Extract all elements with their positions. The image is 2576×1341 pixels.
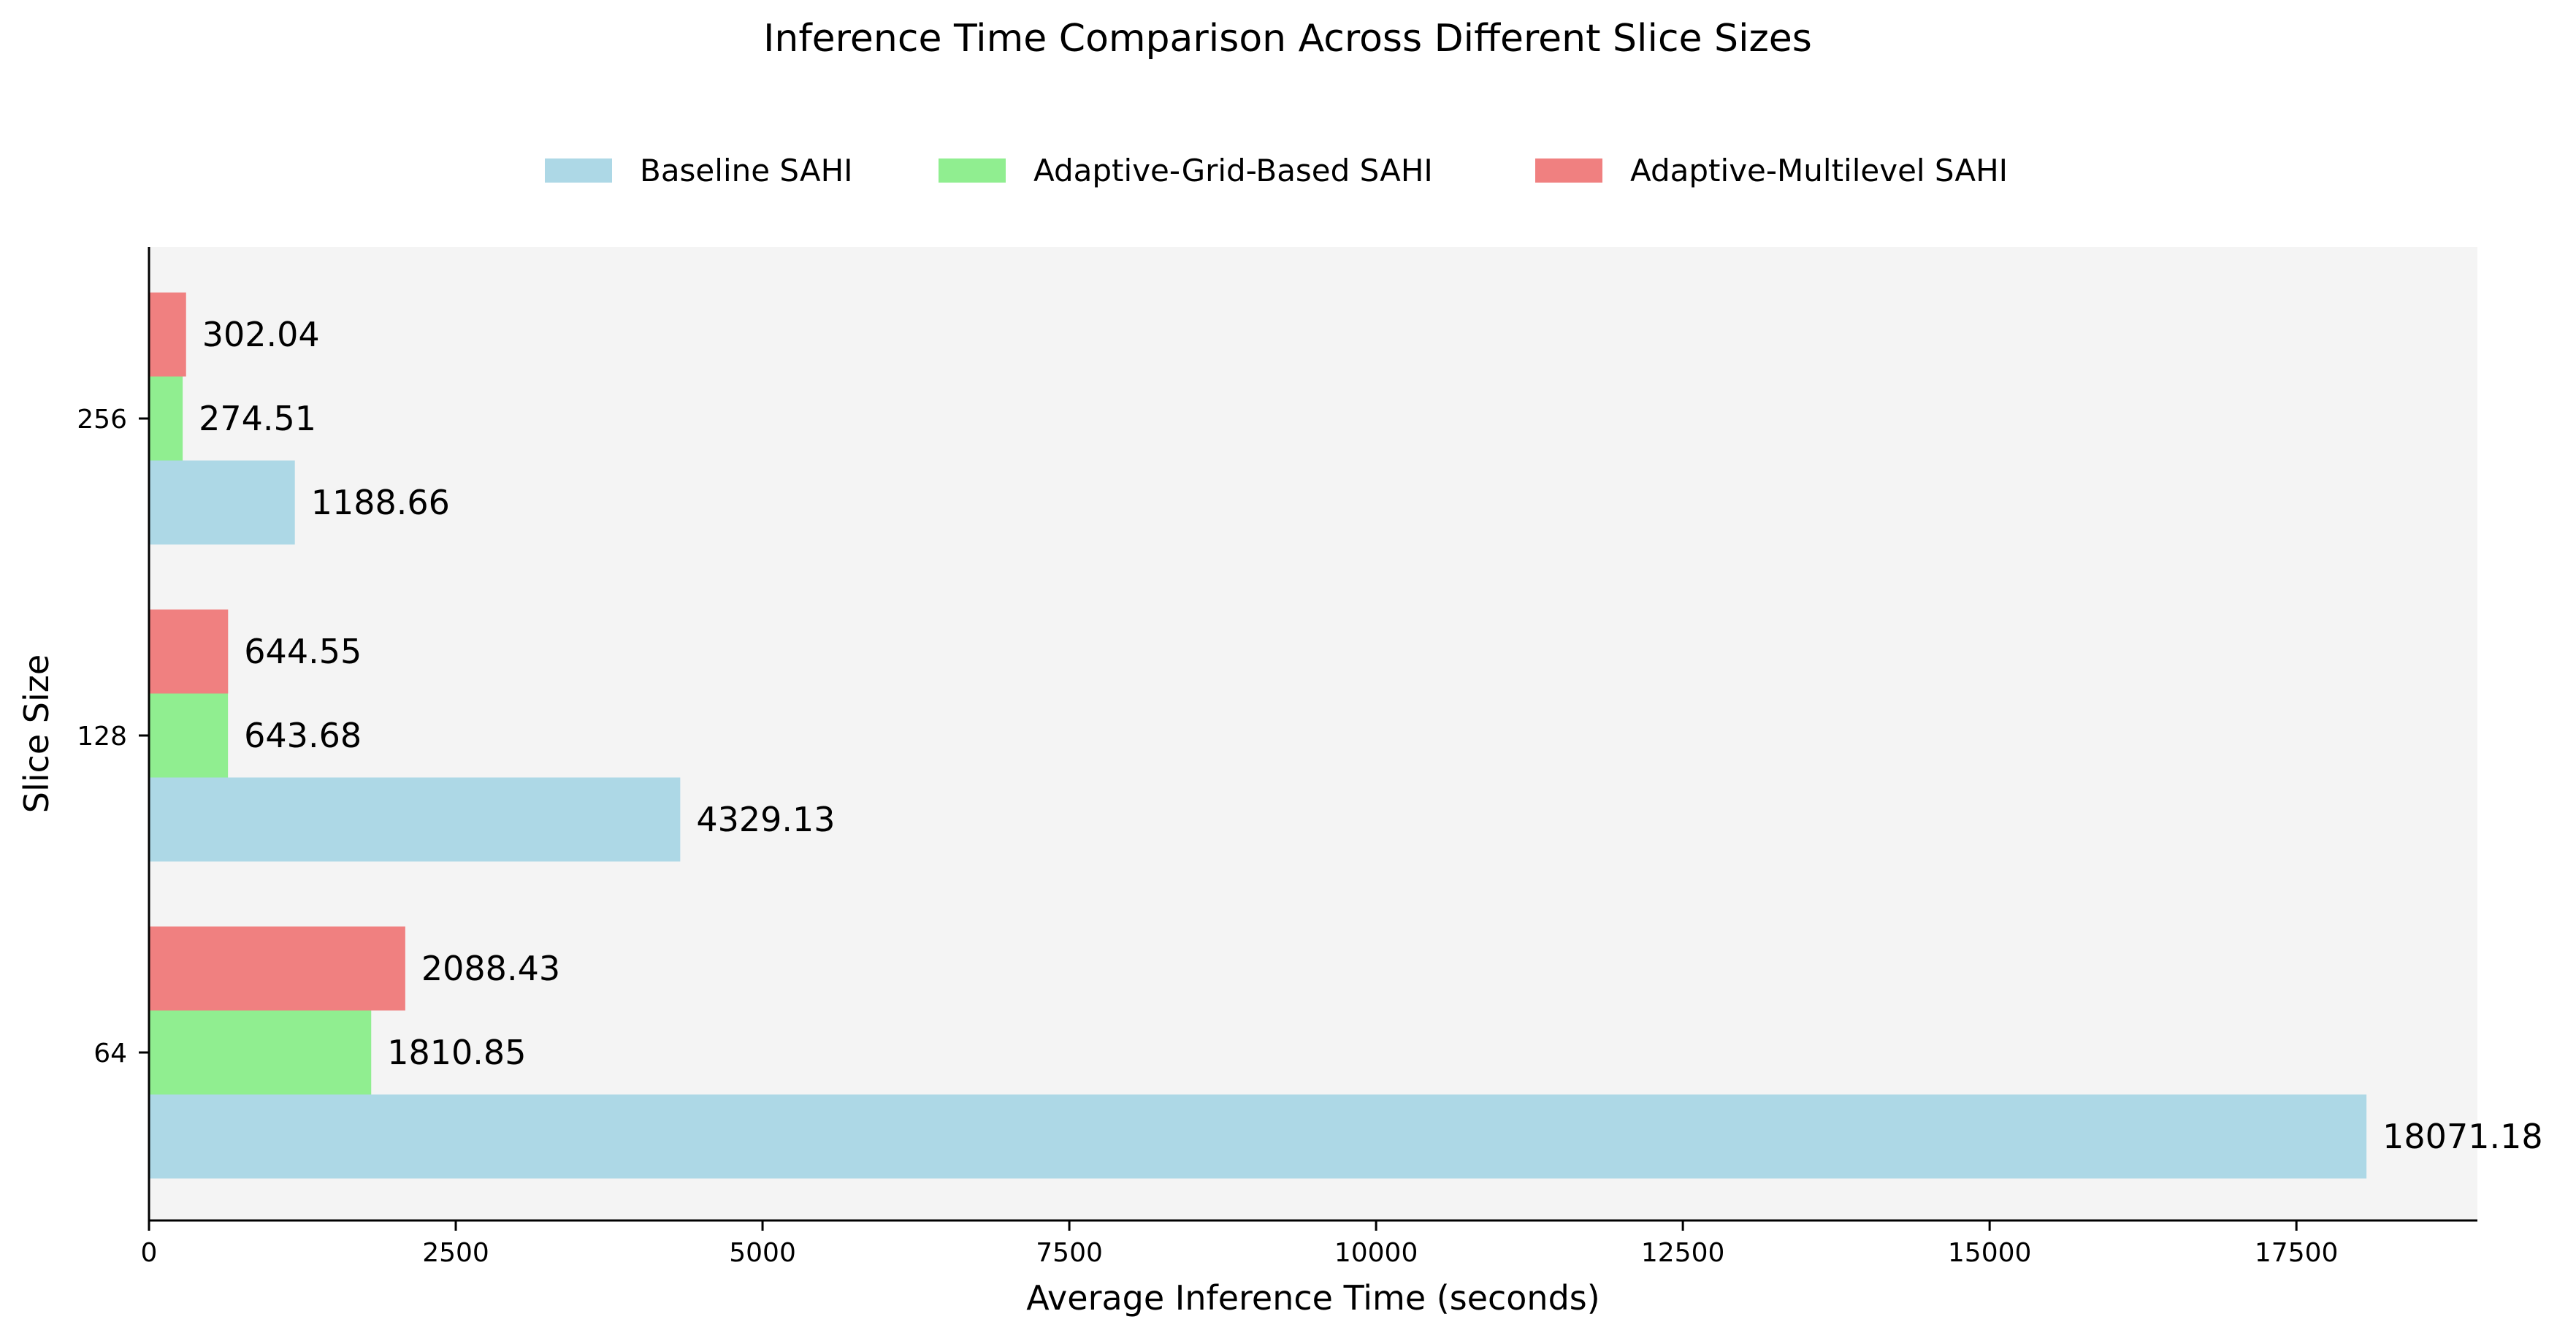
data-label: 274.51	[199, 399, 316, 438]
y-axis-ticks: 64 128 256	[77, 405, 149, 1069]
x-tick-label: 17500	[2255, 1238, 2339, 1268]
x-tick-label: 5000	[729, 1238, 796, 1268]
data-label: 644.55	[244, 632, 362, 671]
bar-group	[149, 292, 2367, 1179]
x-axis-ticks: 0 2500 5000 7500 10000 12500 15000 17500	[141, 1220, 2339, 1268]
chart-title: Inference Time Comparison Across Differe…	[763, 17, 1812, 61]
data-label: 1188.66	[311, 483, 450, 522]
bar-adaptive-grid-based-sahi-64	[149, 1010, 372, 1095]
bar-baseline-sahi-256	[149, 460, 295, 545]
legend-label: Baseline SAHI	[640, 153, 853, 188]
bar-baseline-sahi-64	[149, 1094, 2367, 1179]
x-tick-label: 15000	[1948, 1238, 2032, 1268]
legend-swatch	[1535, 158, 1602, 183]
x-tick-label: 2500	[422, 1238, 489, 1268]
x-tick-label: 0	[141, 1238, 158, 1268]
bar-adaptive-multilevel-sahi-64	[149, 926, 405, 1011]
bar-adaptive-multilevel-sahi-128	[149, 609, 229, 694]
data-label: 18071.18	[2382, 1117, 2543, 1156]
data-labels: 18071.18 1810.85 2088.43 4329.13 643.68 644.5…	[199, 315, 2543, 1156]
legend-swatch	[939, 158, 1006, 183]
y-tick-label: 256	[77, 405, 127, 435]
x-tick-label: 12500	[1641, 1238, 1725, 1268]
x-axis-label: Average Inference Time (seconds)	[1026, 1278, 1600, 1318]
bar-adaptive-grid-based-sahi-256	[149, 376, 183, 461]
bar-baseline-sahi-128	[149, 777, 681, 862]
y-axis-label: Slice Size	[17, 654, 56, 813]
plot-area	[149, 247, 2477, 1220]
legend-label: Adaptive-Multilevel SAHI	[1630, 153, 2008, 188]
x-tick-label: 10000	[1334, 1238, 1418, 1268]
data-label: 2088.43	[421, 949, 560, 988]
bar-adaptive-grid-based-sahi-128	[149, 693, 229, 778]
bar-adaptive-multilevel-sahi-256	[149, 292, 186, 377]
chart-legend: Baseline SAHI Adaptive-Grid-Based SAHI Ada…	[545, 153, 2008, 188]
data-label: 302.04	[202, 315, 320, 354]
data-label: 643.68	[244, 716, 362, 755]
data-label: 1810.85	[387, 1033, 526, 1072]
data-label: 4329.13	[696, 800, 835, 839]
y-tick-label: 128	[77, 722, 127, 752]
legend-swatch	[545, 158, 612, 183]
x-tick-label: 7500	[1036, 1238, 1103, 1268]
y-tick-label: 64	[93, 1039, 127, 1069]
legend-label: Adaptive-Grid-Based SAHI	[1033, 153, 1433, 188]
